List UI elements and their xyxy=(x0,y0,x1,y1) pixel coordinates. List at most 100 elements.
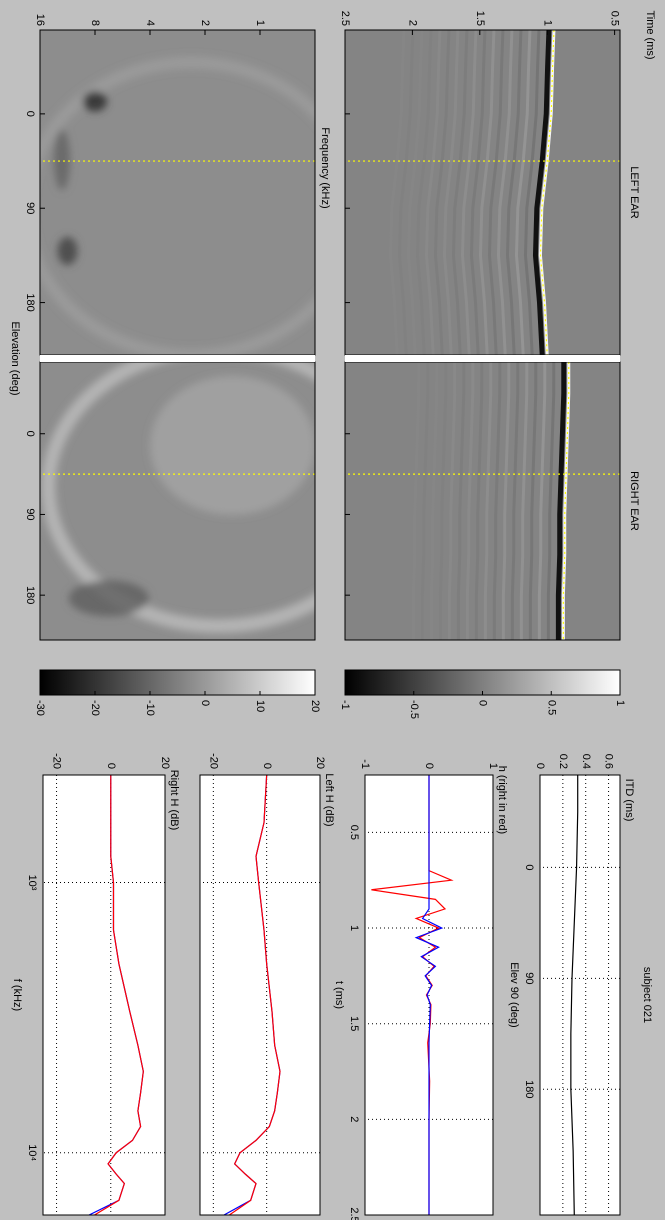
x-tick-label: 90 xyxy=(24,508,36,520)
y-axis-label: h (right in red) xyxy=(496,766,508,834)
image-ripple xyxy=(510,362,520,640)
x-tick-label: 0 xyxy=(523,864,535,870)
panel-title: RIGHT EAR xyxy=(628,471,640,531)
y-tick-label: 2 xyxy=(406,20,418,26)
y-tick-label: 8 xyxy=(89,20,101,26)
series-line xyxy=(570,775,579,1215)
y-tick-label: 0.4 xyxy=(580,754,592,769)
y-tick-label: 20 xyxy=(314,757,326,769)
x-tick-label: 90 xyxy=(24,202,36,214)
image-ripple xyxy=(496,30,514,355)
plot-area xyxy=(200,775,320,1215)
y-tick-label: 1.5 xyxy=(474,11,486,26)
x-tick-label: 1 xyxy=(348,925,360,931)
image-texture xyxy=(40,56,315,355)
image-ripple xyxy=(528,362,538,640)
colorbar-tick-label: 10 xyxy=(254,700,266,712)
image-shade xyxy=(68,580,149,617)
x-tick-label: 180 xyxy=(24,586,36,604)
image-ripple xyxy=(465,362,475,640)
image-ripple xyxy=(415,30,433,355)
colorbar-tick-label: 1 xyxy=(614,700,626,706)
y-tick-label: 1 xyxy=(254,20,266,26)
image-ripple xyxy=(451,30,469,355)
image-panel xyxy=(40,30,315,355)
ear-separator xyxy=(345,355,620,362)
y-tick-label: 0.5 xyxy=(609,11,621,26)
image-ripple xyxy=(474,362,484,640)
image-ripple xyxy=(397,30,415,355)
image-panel xyxy=(40,362,315,640)
image-band-dark xyxy=(532,30,552,355)
plot-frame xyxy=(539,774,621,1216)
y-tick-label: 0 xyxy=(261,763,273,769)
colorbar xyxy=(39,669,316,696)
y-tick-label: 0 xyxy=(423,763,435,769)
y-tick-label: 16 xyxy=(34,14,46,26)
y-tick-label: 20 xyxy=(159,757,171,769)
y-tick-label: 0.6 xyxy=(603,754,615,769)
image-ripple xyxy=(460,30,478,355)
image-ripple xyxy=(456,362,466,640)
image-panel xyxy=(345,362,620,640)
image-ripple xyxy=(501,362,511,640)
colorbar-tick-label: -0.5 xyxy=(408,700,420,719)
x-tick-label: 90 xyxy=(523,972,535,984)
x-tick-label: 180 xyxy=(523,1080,535,1098)
colorbar-tick-label: 20 xyxy=(309,700,321,712)
colorbar-tick-label: 0 xyxy=(199,700,211,706)
y-tick-label: -1 xyxy=(359,759,371,769)
image-ripple xyxy=(523,30,541,355)
x-tick-label: 0 xyxy=(24,111,36,117)
image-ripple xyxy=(487,30,505,355)
image-ripple xyxy=(424,30,442,355)
y-tick-label: 1 xyxy=(487,763,499,769)
image-ripple xyxy=(438,362,448,640)
colorbar-tick-label: -20 xyxy=(89,700,101,716)
image-ripple xyxy=(514,30,532,355)
colorbar-tick-label: -30 xyxy=(34,700,46,716)
series-line xyxy=(414,775,444,1215)
y-axis-label: Frequency (kHz) xyxy=(319,127,331,208)
plot-content xyxy=(540,775,620,1215)
y-axis-label: Right H (dB) xyxy=(168,770,180,831)
panel-title: LEFT EAR xyxy=(628,166,640,218)
image-ripple xyxy=(433,30,451,355)
y-tick-label: 4 xyxy=(144,20,156,26)
image-background xyxy=(40,30,315,355)
plot-content xyxy=(365,775,493,1215)
ear-separator xyxy=(40,355,315,362)
image-band-dark xyxy=(555,362,567,640)
image-ripple xyxy=(505,30,523,355)
image-ripple xyxy=(537,362,547,640)
colorbar-tick-label: 0.5 xyxy=(545,700,557,715)
colorbar-tick-label: 0 xyxy=(477,700,489,706)
y-axis-label: ITD (ms) xyxy=(623,779,635,822)
onset-line xyxy=(562,362,570,640)
image-shade xyxy=(150,375,315,515)
plot-area xyxy=(43,775,165,1215)
image-ripple xyxy=(420,362,430,640)
image-ripple xyxy=(388,30,406,355)
image-ripple xyxy=(447,362,457,640)
image-ripple xyxy=(478,30,496,355)
image-texture xyxy=(41,362,315,634)
x-tick-label: 2 xyxy=(348,1116,360,1122)
colorbar-tick-label: -10 xyxy=(144,700,156,716)
x-axis-label: f (kHz) xyxy=(11,979,23,1011)
image-ripple xyxy=(483,362,493,640)
colorbar-tick-label: -1 xyxy=(339,700,351,710)
plot-content xyxy=(200,775,320,1215)
image-ripple xyxy=(442,30,460,355)
x-tick-label: 180 xyxy=(24,293,36,311)
plot-content xyxy=(43,775,165,1215)
x-axis-label: Elevation (deg) xyxy=(9,322,21,396)
series-line xyxy=(371,775,454,1215)
image-ripple xyxy=(406,30,424,355)
rotated-figure: subject 021 LEFT EAR 0.5 1 1.5 2 2.5 RIGHT EAR… xyxy=(9,10,656,1220)
y-tick-label: 0.2 xyxy=(557,754,569,769)
series-line xyxy=(228,775,281,1215)
y-tick-label: -20 xyxy=(207,753,219,769)
plot-area xyxy=(540,775,620,1215)
